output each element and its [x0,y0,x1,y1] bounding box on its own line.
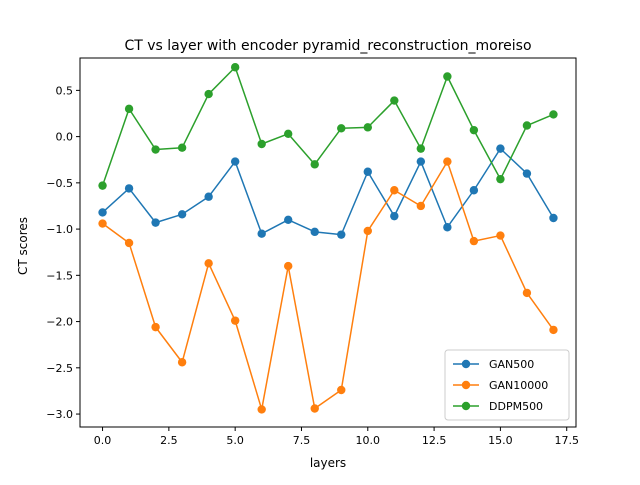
y-tick-label: −2.5 [46,362,73,375]
data-point [363,123,372,132]
data-point [257,229,266,238]
legend-label: DDPM500 [489,400,543,413]
data-point [284,129,293,139]
data-point [337,230,346,239]
legend-label: GAN500 [489,358,534,371]
data-point [496,231,505,240]
y-tick-label: 0.0 [56,131,74,144]
data-point [363,167,372,176]
legend: GAN500 GAN10000 DDPM500 [444,349,570,421]
data-point [177,210,187,219]
series-gan500 [98,144,558,239]
data-point [390,211,399,221]
data-point [522,169,532,178]
data-point [310,160,319,169]
data-point [177,358,187,367]
data-point [151,322,160,332]
data-point [363,226,372,236]
data-point [124,184,134,193]
x-tick-label: 15.0 [488,434,513,447]
data-point [337,385,346,395]
data-point [416,157,426,166]
data-point [177,143,187,152]
x-tick-label: 2.5 [160,434,178,447]
data-point [204,259,213,268]
legend-marker [461,401,471,411]
data-point [443,157,452,166]
chart-title: CT vs layer with encoder pyramid_reconst… [124,38,531,54]
data-point [151,218,160,227]
data-point [257,405,266,414]
x-tick-label: 10.0 [356,434,381,447]
series-ddpm500 [98,63,558,190]
data-point [151,145,160,154]
data-point [469,186,479,195]
data-point [204,89,213,99]
data-point [124,238,134,248]
legend-label: GAN10000 [489,379,548,392]
legend-item-gan500: GAN500 [453,358,534,371]
data-point [390,186,399,195]
y-tick-label: −3.0 [46,408,73,421]
data-point [522,121,532,130]
data-point [98,181,107,190]
data-point [257,139,266,149]
legend-item-ddpm500: DDPM500 [453,400,543,413]
y-tick-label: −1.5 [46,269,73,282]
series-gan10000 [98,157,558,414]
data-point [416,144,426,153]
data-point [124,104,134,114]
data-point [98,219,107,228]
x-tick-label: 17.5 [554,434,579,447]
y-tick-label: −0.5 [46,177,73,190]
data-point [310,404,319,413]
data-point [416,201,426,211]
data-point [230,157,240,166]
axes-frame [79,57,577,428]
series-line [101,66,554,186]
data-point [230,63,240,72]
y-tick-label: 0.5 [56,84,74,97]
data-point [443,72,452,81]
data-point [496,174,505,184]
data-point [469,236,479,246]
series-line [102,160,555,411]
data-point [98,208,107,217]
x-tick-label: 12.5 [422,434,447,447]
data-point [204,192,213,201]
data-point [230,316,240,325]
data-point [310,227,319,237]
x-tick-label: 0.0 [94,434,112,447]
x-tick-label: 5.0 [226,434,244,447]
data-point [284,261,293,271]
legend-marker [461,359,471,369]
legend-box [444,349,570,421]
data-point [284,215,293,225]
legend-item-gan10000: GAN10000 [453,379,548,392]
data-point [549,110,558,119]
data-point [496,144,505,153]
y-tick-label: −1.0 [46,223,73,236]
data-point [443,223,452,232]
data-point [469,125,479,135]
data-point [549,213,558,223]
y-tick-label: −2.0 [46,316,73,329]
plot-area: 0.0 2.5 5.0 7.5 10.0 12.5 15.0 17.5 −3.0 −2.5 −2.0… [46,57,579,447]
y-axis-label: CT scores [16,217,30,275]
x-tick-label: 7.5 [293,434,311,447]
series-line [102,147,555,236]
data-point [522,288,532,298]
data-point [549,325,558,335]
legend-marker [461,380,471,390]
data-point [337,124,346,133]
data-point [390,96,399,105]
x-axis-label: layers [310,456,346,470]
